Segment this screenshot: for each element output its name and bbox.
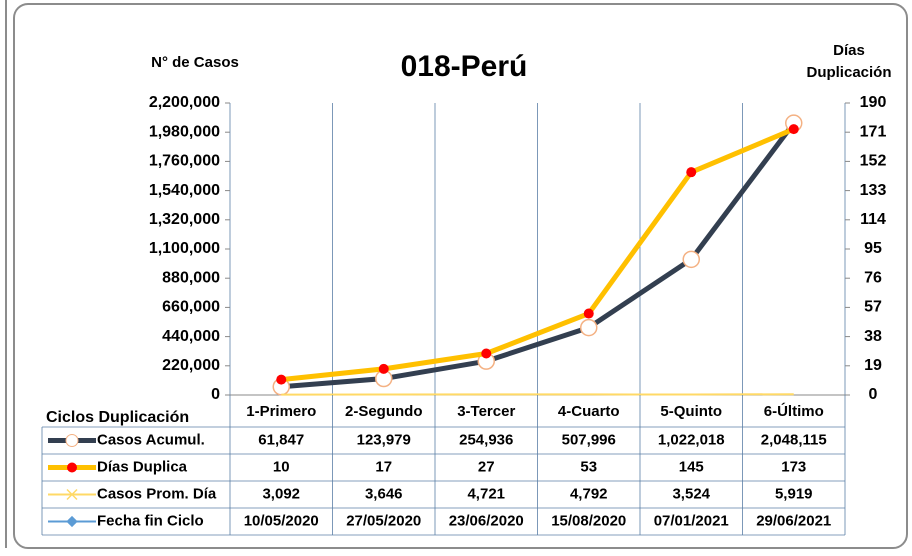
x-tick-label: 6-Último bbox=[764, 402, 824, 420]
point bbox=[481, 348, 492, 359]
table-cell: 254,936 bbox=[459, 431, 513, 448]
x-tick-label: 2-Segundo bbox=[345, 403, 423, 420]
point bbox=[580, 318, 598, 337]
y-tick-label: 2,200,000 bbox=[149, 94, 220, 111]
y-tick-label: 1,320,000 bbox=[149, 211, 220, 228]
legend-marker bbox=[67, 462, 77, 473]
table-cell: 07/01/2021 bbox=[654, 512, 729, 529]
table-cell: 3,646 bbox=[365, 485, 403, 502]
x-tick-label: 4-Cuarto bbox=[558, 403, 620, 420]
x-tick-label: 3-Tercer bbox=[457, 403, 515, 420]
table-cell: 17 bbox=[375, 458, 392, 475]
table-cell: 53 bbox=[580, 458, 597, 475]
y-tick-label: 0 bbox=[211, 386, 220, 403]
legend-label: Fecha fin Ciclo bbox=[97, 512, 204, 529]
point bbox=[378, 363, 389, 374]
y-tick-label: 880,000 bbox=[162, 269, 220, 286]
y-tick-label: 1,100,000 bbox=[149, 240, 220, 257]
table-cell: 123,979 bbox=[357, 431, 411, 448]
y2-tick-label: 57 bbox=[864, 299, 882, 316]
table-cell: 23/06/2020 bbox=[449, 512, 524, 529]
x-tick-label: 5-Quinto bbox=[660, 403, 722, 420]
y-tick-label: 1,980,000 bbox=[149, 123, 220, 140]
table-cell: 507,996 bbox=[562, 431, 616, 448]
y-tick-label: 440,000 bbox=[162, 328, 220, 345]
y-tick-label: 1,760,000 bbox=[149, 153, 220, 170]
y-tick-label: 220,000 bbox=[162, 357, 220, 374]
legend-label: Días Duplica bbox=[97, 458, 188, 475]
series-line bbox=[280, 126, 795, 383]
table-cell: 15/08/2020 bbox=[551, 512, 626, 529]
y-tick-label: 660,000 bbox=[162, 299, 220, 316]
table-cell: 61,847 bbox=[258, 431, 304, 448]
y-tick-label: 1,540,000 bbox=[149, 182, 220, 199]
series-line bbox=[281, 121, 796, 390]
y2-tick-label: 114 bbox=[860, 211, 886, 228]
table-cell: 4,721 bbox=[467, 485, 505, 502]
y2-tick-label: 76 bbox=[864, 269, 882, 286]
point bbox=[686, 167, 697, 178]
table-cell: 2,048,115 bbox=[761, 431, 827, 448]
point bbox=[583, 308, 594, 319]
chart-title: 018-Perú bbox=[401, 50, 528, 83]
y2-tick-label: 19 bbox=[864, 357, 882, 374]
y2-tick-label: 95 bbox=[864, 240, 882, 257]
legend-label: Casos Prom. Día bbox=[97, 485, 217, 502]
y2-tick-label: 38 bbox=[864, 328, 882, 345]
y-axis-label: N° de Casos bbox=[151, 54, 239, 71]
table-header: Ciclos Duplicación bbox=[46, 409, 189, 426]
y2-tick-label: 133 bbox=[860, 182, 887, 199]
table-cell: 4,792 bbox=[570, 485, 608, 502]
table-cell: 173 bbox=[781, 458, 806, 475]
y2-tick-label: 190 bbox=[860, 94, 887, 111]
table-cell: 27/05/2020 bbox=[346, 512, 421, 529]
y2-tick-label: 152 bbox=[860, 153, 887, 170]
point bbox=[682, 250, 700, 269]
x-tick-label: 1-Primero bbox=[246, 403, 316, 420]
table-cell: 1,022,018 bbox=[658, 431, 725, 448]
legend-marker bbox=[65, 434, 79, 447]
table-cell: 29/06/2021 bbox=[756, 512, 831, 529]
y2-axis-label: Días Duplicación bbox=[806, 42, 892, 81]
table-cell: 3,092 bbox=[262, 485, 300, 502]
chart-frame bbox=[13, 3, 908, 549]
table-cell: 10/05/2020 bbox=[244, 512, 319, 529]
table-cell: 5,919 bbox=[775, 485, 813, 502]
y2-tick-label: 171 bbox=[860, 123, 887, 140]
table-cell: 10 bbox=[273, 458, 290, 475]
y2-tick-label: 0 bbox=[869, 386, 878, 403]
table-cell: 27 bbox=[478, 458, 495, 475]
legend-marker bbox=[66, 488, 78, 501]
legend-label: Casos Acumul. bbox=[97, 431, 205, 448]
table-cell: 3,524 bbox=[672, 485, 710, 502]
table-cell: 145 bbox=[679, 458, 704, 475]
point bbox=[788, 124, 799, 135]
point bbox=[276, 374, 287, 385]
